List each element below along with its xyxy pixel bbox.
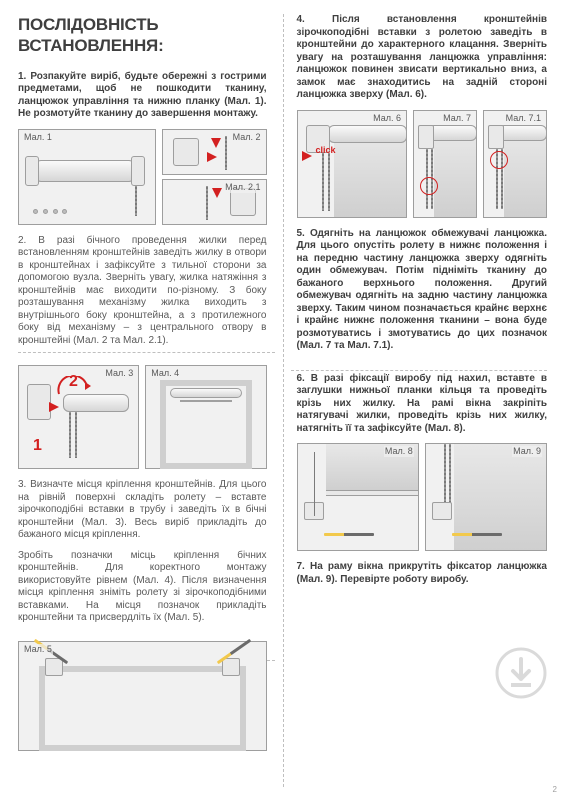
step-3a-text: 3. Визначте місця кріплення кронштейнів.… [18,479,267,542]
step-4-text: 4. Після встановлення кронштейнів зірочк… [297,14,548,102]
figure-5: Мал. 5 [18,641,267,751]
figure-3: Мал. 3 1 2 [18,365,139,469]
page-number: 2 [553,785,557,795]
figure-9-label: Мал. 9 [512,446,542,457]
figure-1-label: Мал. 1 [23,132,53,143]
figure-7-1-label: Мал. 7.1 [505,113,542,124]
figure-4-label: Мал. 4 [150,368,180,379]
fig-row-4: Мал. 6 click Мал. 7 [297,110,548,218]
figure-8-label: Мал. 8 [384,446,414,457]
figure-6-art: click [298,111,407,217]
figure-6: Мал. 6 click [297,110,408,218]
left-divider-1 [18,352,275,353]
step-2-text: 2. В разі бічного проведення жилки перед… [18,235,267,348]
figure-1-art [19,130,155,224]
figure-4-art [146,366,265,468]
watermark-icon [495,647,547,699]
figure-7: Мал. 7 [413,110,477,218]
fig-row-5: Мал. 8 Мал. 9 [297,443,548,551]
page-title: ПОСЛІДОВНІСТЬ ВСТАНОВЛЕННЯ: [18,14,267,57]
step-1-text: 1. Розпакуйте виріб, будьте обережні з г… [18,71,267,121]
figure-6-label: Мал. 6 [372,113,402,124]
figure-7-label: Мал. 7 [442,113,472,124]
figure-3-art: 1 2 [19,366,138,468]
step-6-text: 6. В разі фіксації виробу під нахил, вст… [297,373,548,436]
figure-7-1: Мал. 7.1 [483,110,547,218]
fig-row-1: Мал. 1 Мал. 2 [18,129,267,225]
fig-row-2: Мал. 3 1 2 Мал. 4 [18,365,267,469]
figure-1: Мал. 1 [18,129,156,225]
right-divider-1 [291,370,548,371]
figure-2: Мал. 2 [162,129,267,175]
click-label: click [316,145,336,156]
figure-5-art [19,642,266,750]
figure-7-1-art [484,111,546,217]
figure-9: Мал. 9 [425,443,547,551]
page-root: ПОСЛІДОВНІСТЬ ВСТАНОВЛЕННЯ: 1. Розпакуйт… [0,0,565,799]
step-3b-text: Зробіть позначки місць кріплення бічних … [18,550,267,625]
figure-2-1-label: Мал. 2.1 [224,182,261,193]
figure-7-art [414,111,476,217]
right-column: 4. Після встановлення кронштейнів зірочк… [283,0,565,799]
figure-9-art [426,444,546,550]
step-5-text: 5. Одягніть на ланцюжок обмежувачі ланцю… [297,228,548,353]
figure-4: Мал. 4 [145,365,266,469]
figure-5-label: Мал. 5 [23,644,53,655]
step-7-text: 7. На раму вікна прикрутіть фіксатор лан… [297,561,548,586]
figure-8-art [298,444,418,550]
figure-2-label: Мал. 2 [232,132,262,143]
figure-3-label: Мал. 3 [104,368,134,379]
fig-row-3: Мал. 5 [18,641,267,751]
figure-2-1: Мал. 2.1 [162,179,267,225]
left-column: ПОСЛІДОВНІСТЬ ВСТАНОВЛЕННЯ: 1. Розпакуйт… [0,0,283,799]
figure-8: Мал. 8 [297,443,419,551]
